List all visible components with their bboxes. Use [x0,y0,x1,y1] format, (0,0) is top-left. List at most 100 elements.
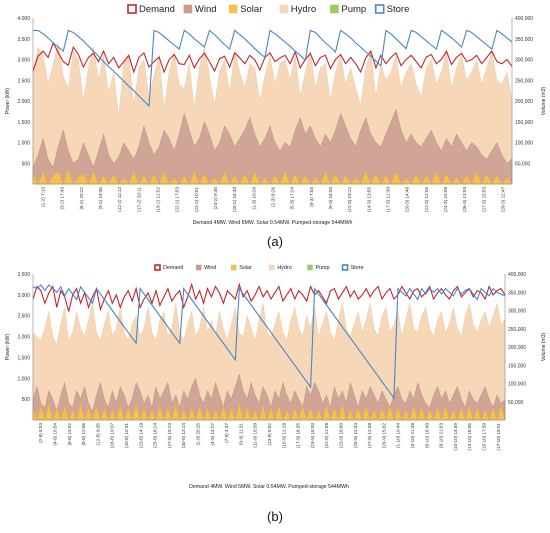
x-tick-label: (2-9) 20:25 [195,423,200,446]
x-tick-label: (2-8) 8:53 [38,423,43,443]
y-tick-label: 1.500 [17,120,30,126]
y2-tick-label: 250,000 [515,78,533,84]
legend-swatch-wind [195,264,202,271]
x-tick-label: (9-2) 19:35 [98,187,103,210]
legend-item-solar: Solar [228,4,262,15]
x-tick-label: (4-9) 14:27 [210,423,215,446]
demand-line [32,41,513,74]
x-tick-label: (9-3) 15:03 [328,187,333,210]
legend-label-store: Store [387,4,410,15]
x-tick-label: (12-8) 9:35 [95,423,100,446]
x-tick-label: (23-9) 18:00 [339,423,344,448]
x-tick-label: (13-10) 16:55 [467,423,472,451]
legend-item-wind: Wind [183,4,217,15]
legend-label-demand: Demand [163,265,183,271]
legend-label-store: Store [351,265,364,271]
chart-panel-a: Demand Wind Solar Hydro Pump Store 500 1.000 1.5… [0,0,550,264]
x-tick-label: (8-3) 7:04 [309,187,314,207]
y-tick-label: 500 [22,161,31,167]
x-tick-label: (22-2) 17:53 [175,187,180,212]
panel-label: (b) [267,509,283,524]
legend-item-demand: Demand [154,264,183,271]
x-tick-label: (29-3) 22:47 [500,187,505,212]
legend-item-hydro: Hydro [269,264,292,271]
x-tick-label: (4-8) 10:54 [52,423,57,446]
legend-label-demand: Demand [139,4,175,15]
x-tick-label: (30-8) 13:24 [181,423,186,448]
store-line [33,29,513,108]
x-tick-label: (27-8) 19:23 [167,423,172,448]
legend-swatch-demand [154,264,161,271]
x-tick-label: (10-10) 14:49 [453,423,458,451]
x-tick-label: (25-2) 15:43 [232,187,237,212]
x-tick-label: (23-8) 14:19 [138,423,143,448]
x-tick-label: (16-8) 10:37 [110,423,115,448]
legend-swatch-store [374,4,385,14]
x-tick-label: (8-8) 12:06 [81,423,86,446]
legend-item-pump: Pump [307,264,330,271]
legend-item-store: Store [374,4,410,15]
x-tick-label: (25-9) 12:44 [353,423,358,448]
x-tick-label: (26-3) 13:53 [462,187,467,212]
y2-tick-label: 300,000 [515,58,533,64]
legend-item-store: Store [341,264,364,271]
x-tick-label: (2-3) 8:26 [271,187,276,207]
y2-tick-label: 300,000 [508,309,526,315]
legend: Demand Wind Solar Hydro Pump Store [127,4,410,15]
x-tick-label: (8-10) 21:03 [439,423,444,448]
legend-swatch-hydro [269,264,275,271]
x-tick-label: (17-9) 16:35 [296,423,301,448]
x-tick-label: (13-9) 8:02 [267,423,272,446]
y-tick-label: 2,000 [17,335,30,341]
legend: Demand Wind Solar Hydro Pump Store [154,264,364,271]
y-tick-label: 3,500 [17,272,30,278]
y2-tick-label: 100,000 [508,382,526,388]
y2-axis-title: Volume (m3) [541,332,547,361]
y2-tick-label: 50,000 [508,400,524,406]
y-tick-label: 4.000 [17,16,30,22]
x-tick-label: (6-2) 20:22 [79,187,84,210]
legend-item-hydro: Hydro [279,4,316,15]
x-tick-label: (29-9) 15:02 [381,423,386,448]
y-tick-label: 2.000 [17,99,30,105]
x-tick-label: (19-2) 12:52 [156,187,161,212]
chart-b-svg: Demand Wind Solar Hydro Pump Store 500 1,000 1,5… [5,264,547,524]
x-tick-label: (25-8) 18:24 [153,423,158,448]
chart-panel-b: Demand Wind Solar Hydro Pump Store 500 1,000 1,5… [0,264,550,528]
y2-tick-label: 350,000 [508,290,526,296]
y-tick-label: 1,500 [17,355,30,361]
x-tick-label: (6-10) 16:49 [424,423,429,448]
legend-label-solar: Solar [240,4,262,15]
legend-item-pump: Pump [330,4,366,15]
y2-tick-label: 50,000 [515,161,531,167]
y-axis-title: Power (kW) [5,88,11,114]
y-tick-label: 3.500 [17,37,30,43]
x-tick-label: (22-2) 10:51 [194,187,199,212]
x-tick-label: (1-10) 10:44 [396,423,401,448]
legend-item-solar: Solar [230,264,252,271]
y-tick-label: 2.500 [17,78,30,84]
x-tick-label: (21-3) 12:05 [424,187,429,212]
y2-tick-label: 150,000 [515,120,533,126]
y-tick-label: 500 [22,397,31,403]
legend-swatch-solar [230,264,237,271]
x-tick-label: (17-10) 19:01 [496,423,501,451]
x-tick-label: (1-3) 10:29 [251,187,256,210]
x-tick-label: (19-9) 18:00 [310,423,315,448]
legend-label-solar: Solar [239,265,252,271]
y-tick-label: 2,500 [17,314,30,320]
demand-line [32,282,506,312]
x-tick-label: (12-2) 11:12 [117,187,122,212]
legend-label-wind: Wind [195,4,217,15]
x-tick-label: (20-8) 10:31 [124,423,129,448]
x-tick-label: (17-2) 20:11 [136,187,141,212]
x-axis-title: Demand 4MW. Wind 5MW. Solar 0.54MW. Pump… [193,220,353,226]
x-axis-title: Demand 4MW. Wind 5MW. Solar 0.54MW. Pump… [189,484,349,490]
x-tick-label: (20-3) 14:46 [405,187,410,212]
legend-label-wind: Wind [204,265,216,271]
x-tick-label: (12-3) 19:12 [347,187,352,212]
y2-tick-label: 350,000 [515,37,533,43]
y2-tick-label: 100,000 [515,141,533,147]
legend-swatch-store [341,264,349,271]
x-tick-label: (17-3) 12:30 [385,187,390,212]
